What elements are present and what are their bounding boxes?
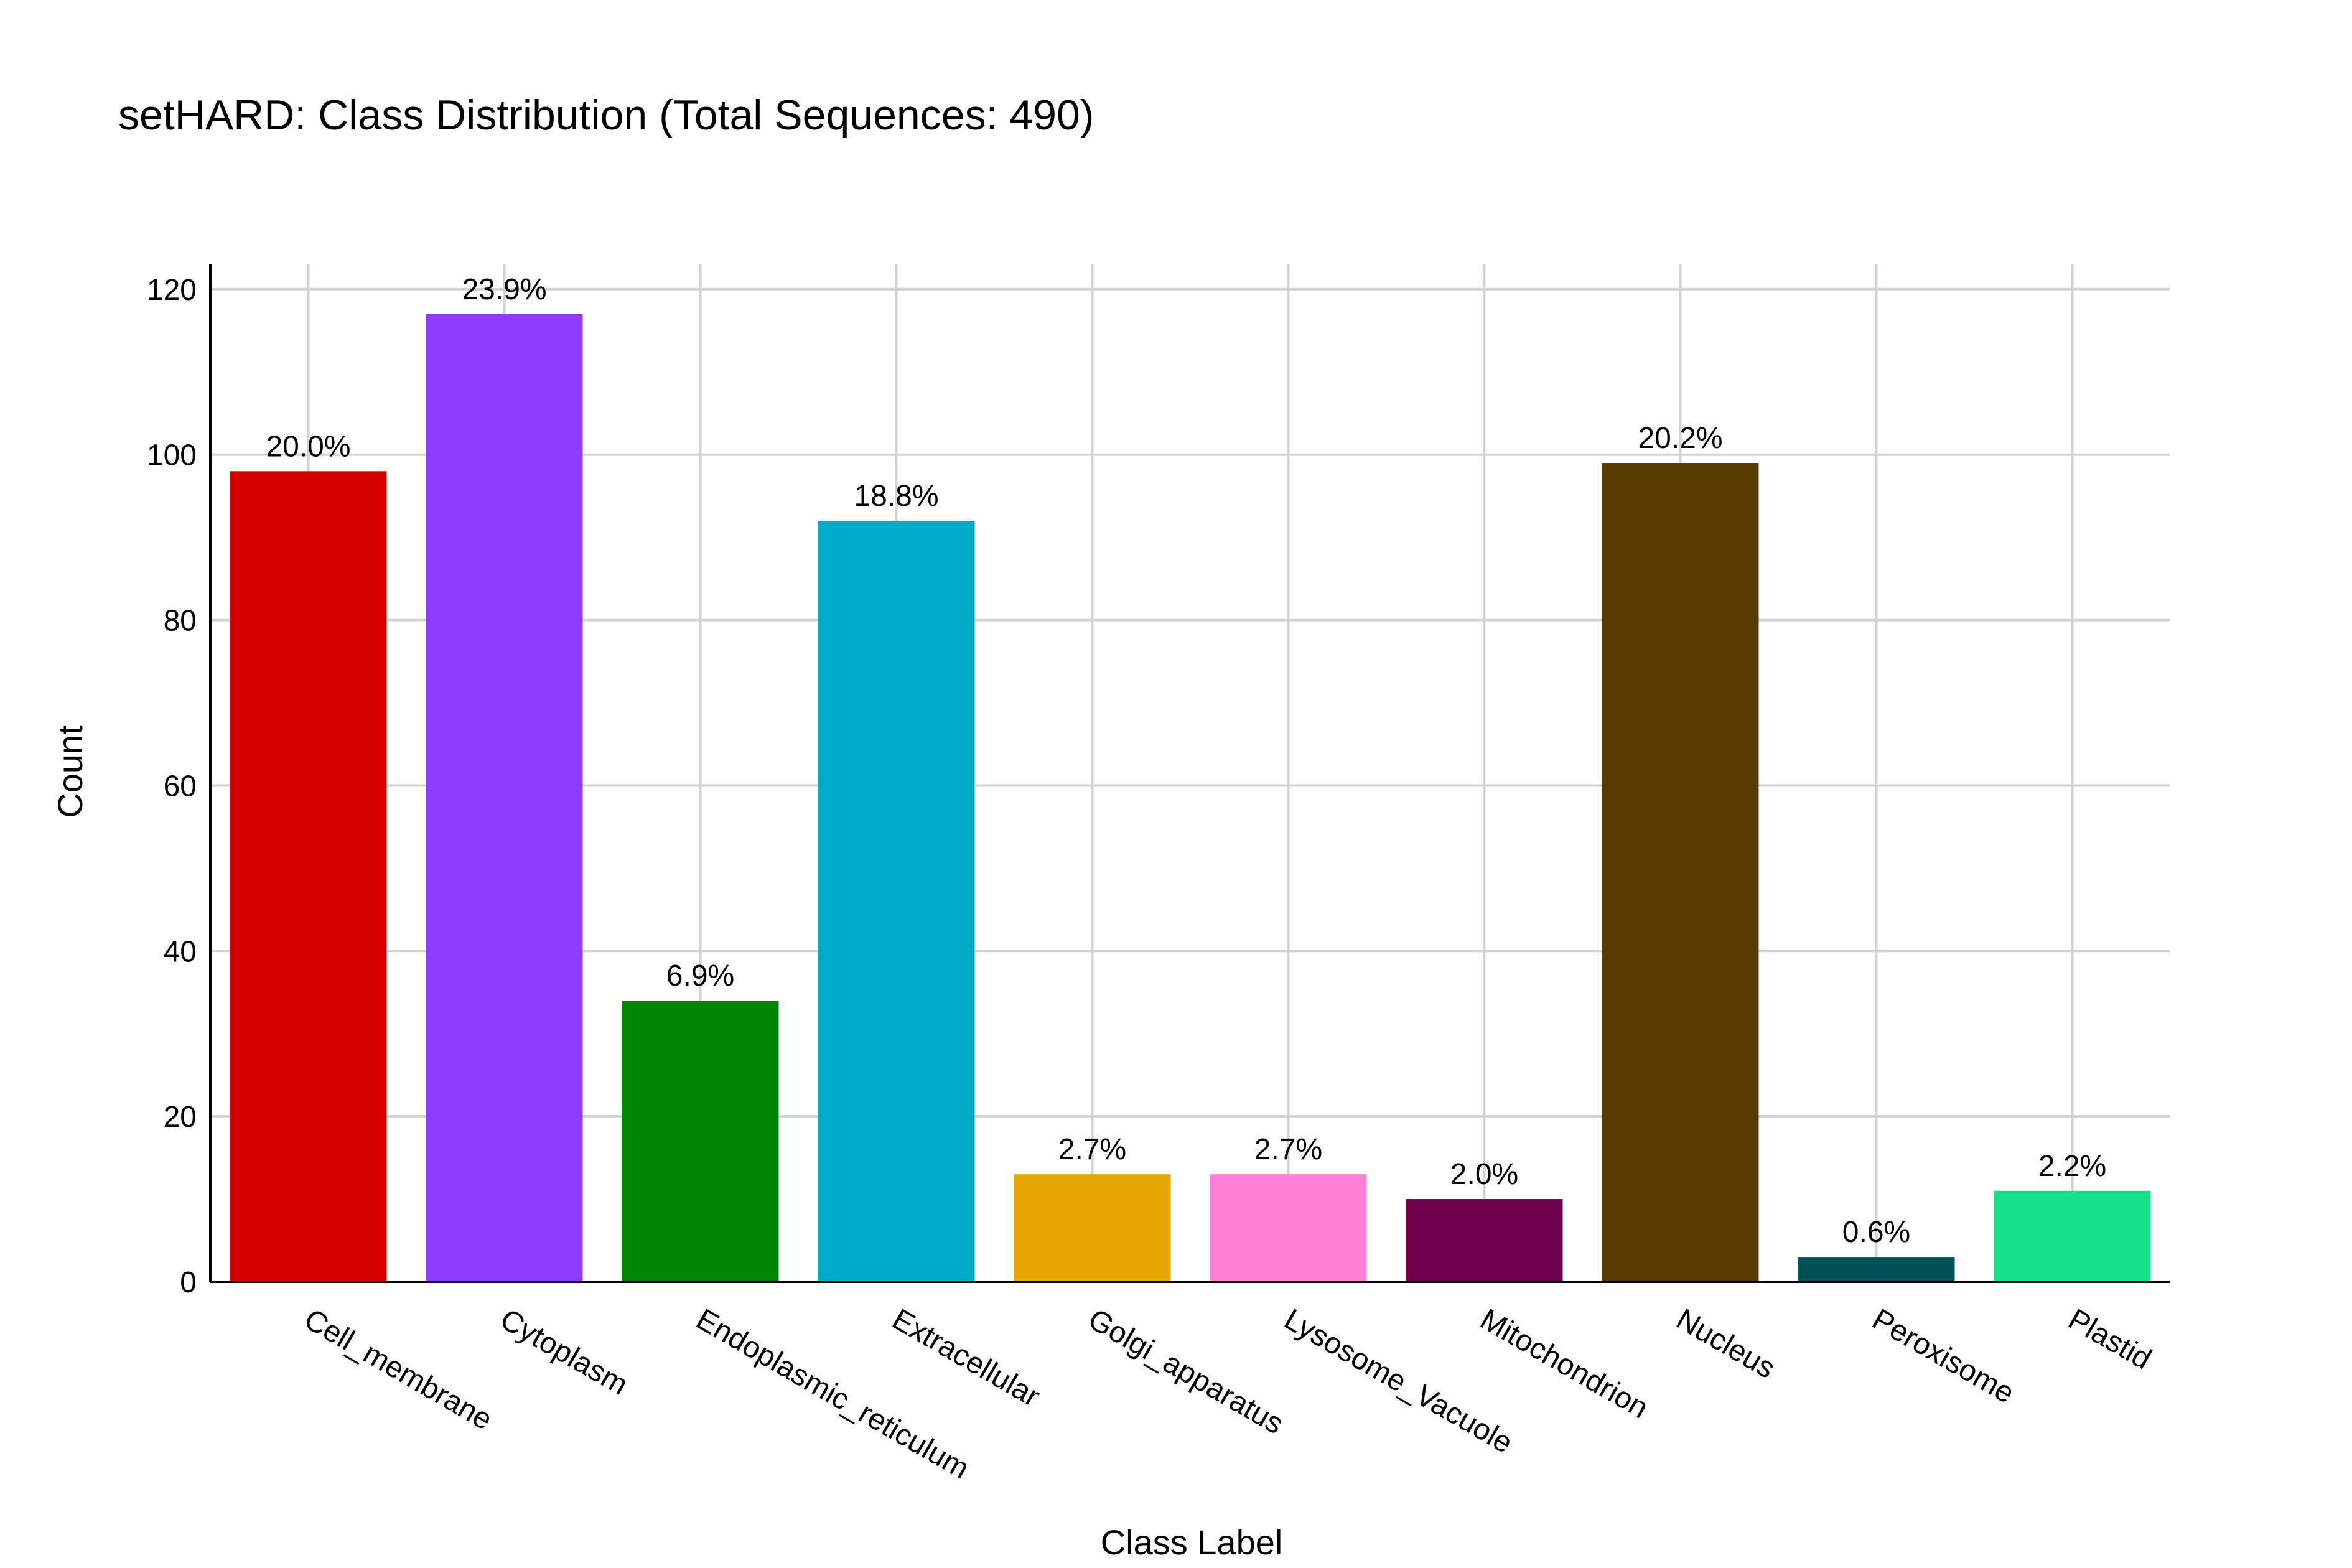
x-tick-label: Nucleus <box>1671 1303 1781 1386</box>
x-tick-label: Plastid <box>2063 1303 2157 1376</box>
x-tick-label: Peroxisome <box>1867 1303 2020 1411</box>
bar-data-label: 18.8% <box>854 480 938 513</box>
bar-data-label: 2.2% <box>2038 1150 2106 1183</box>
bar-data-label: 2.0% <box>1450 1158 1518 1191</box>
bar[interactable] <box>818 521 975 1282</box>
bar-layer <box>230 314 2151 1282</box>
bar-data-label: 20.2% <box>1638 422 1722 455</box>
y-tick-label: 60 <box>164 770 197 803</box>
bar[interactable] <box>230 471 387 1282</box>
bar-data-label: 2.7% <box>1058 1133 1126 1166</box>
bar[interactable] <box>426 314 583 1282</box>
bar[interactable] <box>1798 1257 1955 1282</box>
x-tick-label: Mitochondrion <box>1475 1303 1654 1426</box>
y-tick-label: 0 <box>180 1266 197 1299</box>
bar[interactable] <box>1014 1174 1171 1282</box>
y-axis-title: Count <box>50 725 90 818</box>
bar[interactable] <box>622 1001 779 1282</box>
x-tick-label: Golgi_apparatus <box>1083 1303 1289 1441</box>
bar[interactable] <box>1994 1190 2151 1282</box>
y-tick-label: 20 <box>164 1101 197 1134</box>
bar-data-label: 23.9% <box>462 273 546 306</box>
bar[interactable] <box>1406 1199 1563 1282</box>
y-tick-label: 80 <box>164 605 197 638</box>
bar-data-label: 2.7% <box>1254 1133 1322 1166</box>
bar[interactable] <box>1210 1174 1367 1282</box>
bar-data-label: 0.6% <box>1842 1216 1910 1249</box>
x-axis-title: Class Label <box>1101 1523 1283 1562</box>
bar-data-label: 20.0% <box>266 430 350 463</box>
y-tick-label: 40 <box>164 935 197 968</box>
x-tick-label: Extracellular <box>887 1303 1045 1414</box>
chart-title: setHARD: Class Distribution (Total Seque… <box>118 91 1094 139</box>
x-tick-label: Cytoplasm <box>495 1303 633 1402</box>
bar[interactable] <box>1602 463 1759 1282</box>
axis-layer <box>209 264 2170 1283</box>
bar-data-label: 6.9% <box>666 959 734 992</box>
y-tick-label: 100 <box>147 439 197 472</box>
y-tick-label: 120 <box>147 274 197 307</box>
x-tick-label: Cell_membrane <box>299 1303 498 1437</box>
